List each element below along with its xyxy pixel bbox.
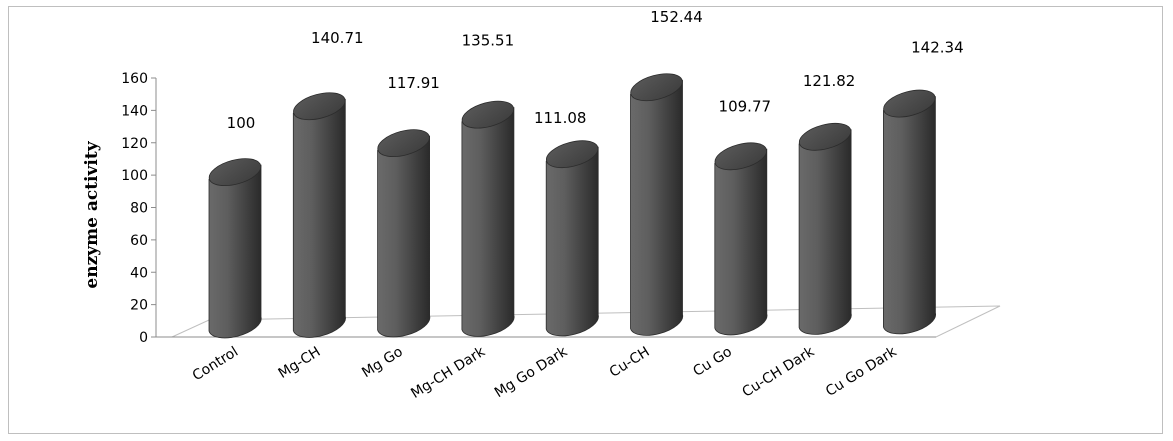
y-tick-label: 60 <box>130 233 148 249</box>
bar-top <box>377 129 430 158</box>
y-tick-label: 140 <box>121 103 148 119</box>
bar-top <box>883 89 936 118</box>
bar-top <box>630 73 683 102</box>
x-tick-label: Mg-CH Dark <box>408 343 488 402</box>
bar-body <box>883 96 936 335</box>
x-tick-label: Mg-CH <box>276 344 324 382</box>
bar-top <box>208 158 262 186</box>
bar-body <box>798 129 852 335</box>
bar-top <box>293 92 346 121</box>
x-tick-label: Control <box>190 344 241 384</box>
bar-mg-go-dark <box>545 140 599 337</box>
y-tick-label: 0 <box>139 330 148 346</box>
data-label: 109.77 <box>719 97 772 115</box>
data-label: 100 <box>227 114 256 132</box>
bar-top <box>461 100 515 129</box>
data-label: 117.91 <box>387 74 440 92</box>
bar-top <box>798 122 852 151</box>
data-label: 121.82 <box>803 72 856 90</box>
bar-control <box>208 158 262 339</box>
bar-cu-ch-dark <box>798 122 852 335</box>
bar-mg-ch <box>292 92 346 338</box>
x-tick-label: Cu-CH <box>607 344 653 381</box>
bar-body <box>377 135 431 338</box>
data-label: 142.34 <box>911 39 964 57</box>
bar-body <box>545 146 599 337</box>
y-tick-label: 20 <box>130 298 148 314</box>
x-tick-label: Mg Go Dark <box>492 343 571 401</box>
data-labels: 100 140.71 117.91 135.51 111.08 152.44 109.77 1… <box>227 8 964 132</box>
y-tick-label: 120 <box>121 136 148 152</box>
x-tick-label: Cu-CH Dark <box>739 343 818 400</box>
bar-body <box>714 148 768 336</box>
bar-body <box>208 164 262 339</box>
bar-mg-go <box>377 129 431 338</box>
data-label: 135.51 <box>462 32 515 50</box>
bar-top <box>714 142 767 171</box>
bar-cu-go-dark <box>883 89 936 335</box>
data-label: 152.44 <box>650 8 703 26</box>
bar-top <box>546 140 599 169</box>
y-tick-label: 80 <box>130 201 148 217</box>
y-tick-label: 40 <box>130 265 148 281</box>
x-tick-label: Cu Go <box>690 344 735 380</box>
bar-body <box>461 107 515 337</box>
bar-body <box>292 98 346 338</box>
x-tick-label: Mg Go <box>359 344 406 381</box>
data-label: 140.71 <box>311 29 364 47</box>
x-tick-label: Cu Go Dark <box>823 343 900 400</box>
data-label: 111.08 <box>534 109 587 127</box>
y-tick-label: 100 <box>121 168 148 184</box>
bar-cu-ch <box>630 73 684 336</box>
bar-cu-go <box>714 142 768 336</box>
bar-body <box>630 79 684 336</box>
x-axis-categories: Control Mg-CH Mg Go Mg-CH Dark Mg Go Dark Cu-… <box>190 343 901 402</box>
bars <box>208 73 936 339</box>
y-tick-label: 160 <box>121 71 148 87</box>
bar-mg-ch-dark <box>461 100 515 337</box>
y-axis-title: enzyme activity <box>82 140 102 288</box>
y-axis: 0 20 40 60 80 100 120 140 160 <box>121 71 172 346</box>
